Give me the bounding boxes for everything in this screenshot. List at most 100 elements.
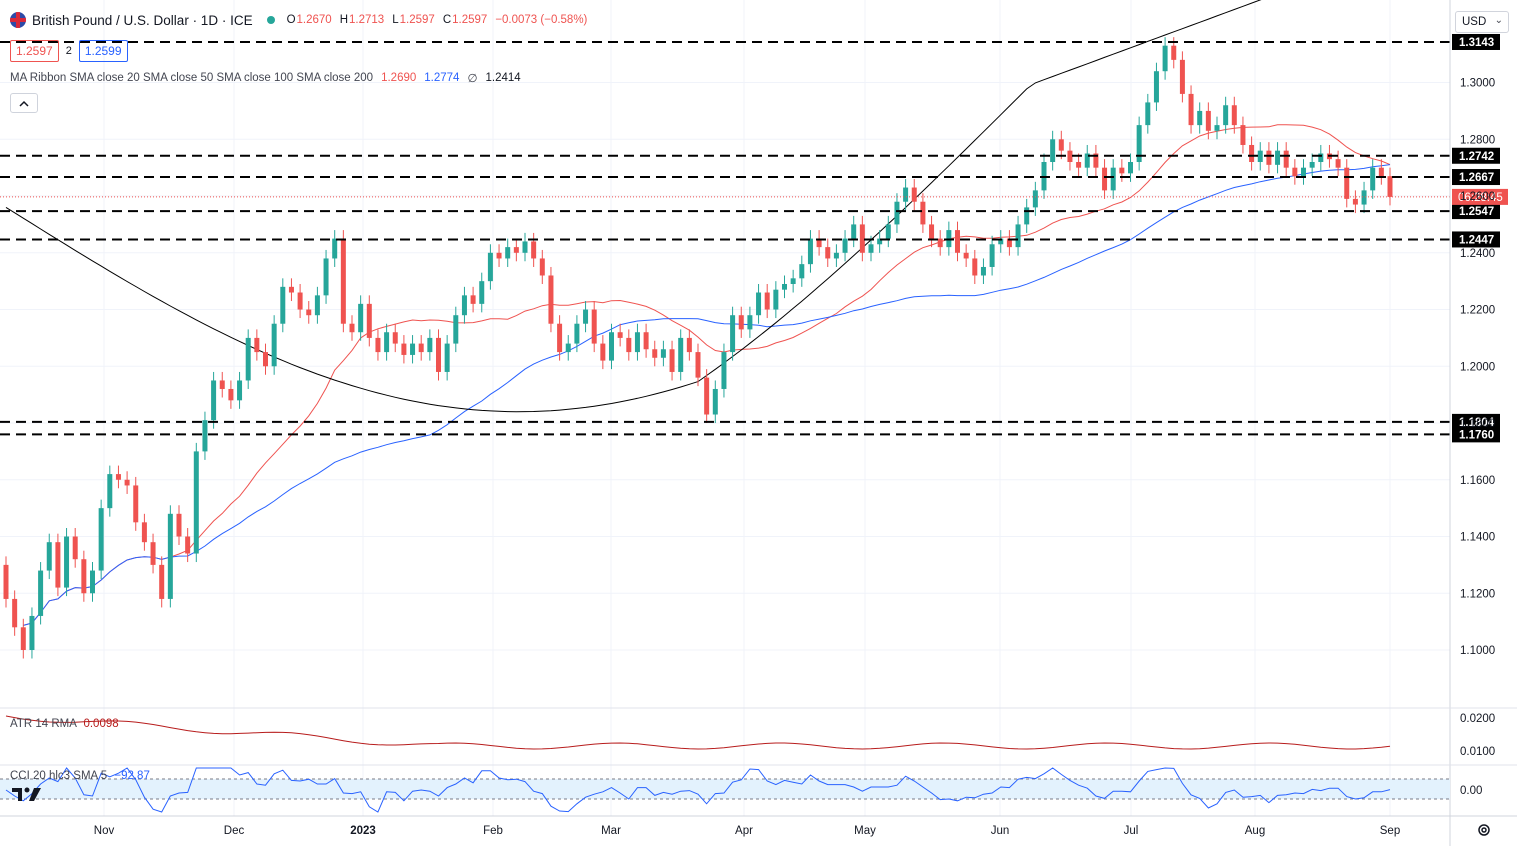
candle-body — [868, 244, 874, 253]
time-tick-label: 2023 — [350, 825, 376, 837]
candle-body — [1378, 167, 1384, 177]
candle-body — [1145, 102, 1151, 126]
candle-body — [20, 627, 26, 650]
time-tick-label: Sep — [1380, 825, 1400, 837]
atr-legend[interactable]: ATR 14 RMA 0.0098 — [10, 718, 119, 730]
close-label: C — [442, 14, 452, 26]
level-label: 1.2547 — [1459, 206, 1494, 218]
candle-body — [955, 230, 960, 253]
high-label: H — [339, 14, 349, 26]
settings-gear-icon[interactable] — [1476, 822, 1492, 838]
price-tick-label: 1.1200 — [1460, 588, 1495, 600]
price-tick-label: 1.2200 — [1460, 305, 1495, 317]
candle-body — [1067, 150, 1073, 162]
cci-label: CCI 20 hlc3 SMA 5 — [10, 770, 108, 782]
buy-price-button[interactable]: 1.2599 — [78, 40, 128, 62]
candle-body — [202, 420, 208, 452]
collapse-legend-button[interactable] — [10, 93, 38, 113]
candle-body — [1102, 167, 1108, 191]
candle-body — [1387, 176, 1393, 197]
high-value: 1.2713 — [349, 14, 385, 26]
candle-body — [1240, 125, 1246, 145]
candle-body — [557, 323, 563, 353]
candle-body — [1275, 150, 1281, 165]
price-tick-label: 1.2600 — [1460, 191, 1495, 203]
ma-ribbon-legend[interactable]: MA Ribbon SMA close 20 SMA close 50 SMA … — [10, 71, 521, 85]
candle-body — [989, 244, 995, 267]
candle-body — [427, 337, 433, 353]
price-tick-label: 1.2400 — [1460, 248, 1495, 260]
candle-body — [1162, 45, 1168, 72]
candle-body — [911, 187, 917, 202]
candle-body — [1370, 167, 1376, 191]
currency-selector[interactable]: USD ⌄ — [1455, 11, 1509, 33]
candle-body — [1361, 190, 1367, 205]
symbol-title[interactable]: British Pound / U.S. Dollar · 1D · ICE — [32, 12, 253, 28]
candle-body — [1110, 167, 1116, 191]
candle-body — [1188, 93, 1194, 126]
candle-body — [531, 241, 537, 259]
candle-body — [842, 238, 848, 253]
candle-body — [773, 289, 779, 310]
candle-body — [1335, 159, 1341, 168]
candle-body — [176, 513, 182, 537]
candle-body — [366, 303, 372, 338]
candle-body — [115, 474, 121, 480]
candle-body — [972, 258, 978, 276]
candle-body — [799, 264, 805, 279]
candle-body — [634, 332, 640, 353]
candle-body — [980, 266, 986, 276]
candle-body — [686, 337, 692, 353]
candle-body — [1128, 162, 1133, 174]
candle-body — [133, 485, 139, 523]
candle-body — [565, 343, 571, 353]
level-label-bg — [1452, 413, 1500, 430]
indicator-tick-label: 0.0200 — [1460, 713, 1495, 725]
candle-body — [72, 536, 78, 560]
sell-price-button[interactable]: 1.2597 — [10, 40, 59, 62]
candle-body — [669, 349, 675, 372]
candle-body — [643, 332, 649, 350]
candle-body — [228, 388, 234, 401]
candle-body — [1050, 139, 1056, 162]
sma50-line — [23, 164, 1391, 626]
sma200-value: 1.2414 — [485, 72, 521, 84]
candle-body — [1205, 110, 1211, 131]
ma-ribbon-label: MA Ribbon SMA close 20 SMA close 50 SMA … — [10, 72, 374, 84]
candle-body — [816, 238, 822, 248]
indicator-tick-label: 0.00 — [1460, 785, 1482, 797]
currency-value: USD — [1462, 16, 1487, 28]
candle-body — [1024, 207, 1030, 225]
indicator-panes: 0.0200 0.0100 0.00 — [0, 713, 1495, 813]
cci-legend[interactable]: CCI 20 hlc3 SMA 5 −92.87 — [10, 770, 150, 782]
atr-value: 0.0098 — [83, 718, 119, 730]
level-label-bg — [1452, 33, 1500, 50]
candle-body — [219, 380, 225, 389]
candle-body — [314, 295, 320, 316]
price-tick-label: 1.1400 — [1460, 532, 1495, 544]
candle-body — [730, 315, 736, 353]
candle-body — [790, 278, 796, 284]
candle-body — [1179, 59, 1185, 94]
candle-body — [90, 570, 95, 594]
candle-body — [704, 377, 710, 415]
candle-body — [920, 201, 926, 225]
candle-body — [124, 479, 130, 486]
candle-body — [81, 559, 87, 594]
candle-body — [150, 542, 156, 565]
level-label: 1.3143 — [1459, 37, 1494, 49]
candle-body — [12, 598, 18, 628]
sma100-value: ∅ — [467, 73, 478, 85]
level-label-bg — [1452, 147, 1500, 164]
candle-body — [885, 224, 891, 239]
candle-body — [782, 284, 787, 290]
candle-body — [1257, 150, 1263, 162]
candle-body — [496, 252, 502, 259]
symbol-legend: British Pound / U.S. Dollar · 1D · ICE O… — [10, 12, 595, 28]
candle-body — [38, 570, 44, 616]
time-tick-label: Nov — [94, 825, 115, 837]
candle-body — [756, 292, 762, 316]
price-tick-label: 1.3000 — [1460, 78, 1495, 90]
